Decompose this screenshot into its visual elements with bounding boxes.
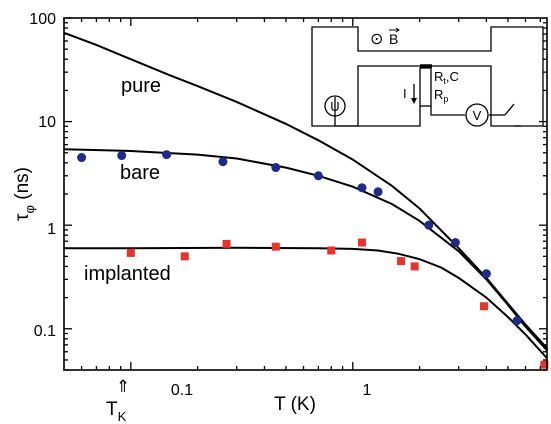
tk-label: TK — [106, 399, 127, 424]
implanted-data-point — [397, 257, 406, 266]
implanted-data-point — [540, 360, 549, 369]
implanted-fit-curve — [64, 246, 548, 359]
pure-label: pure — [121, 75, 161, 97]
implanted-data-point — [126, 248, 135, 257]
svg-text:τφ (ns): τφ (ns) — [12, 167, 37, 221]
wire-left — [334, 97, 421, 127]
x-tick-label: 0.1 — [171, 382, 193, 399]
implanted-data-point — [271, 242, 280, 251]
y-tick-label: 10 — [38, 114, 56, 131]
implanted-data-point — [222, 239, 231, 248]
y-tick-label: 100 — [29, 11, 56, 28]
implanted-data-point — [479, 302, 488, 311]
tk-arrow: ⇑ — [116, 377, 130, 396]
bare-data-point — [77, 153, 87, 163]
bare-data-point — [450, 238, 460, 248]
vector-arrow-head — [395, 27, 400, 33]
bare-data-point — [512, 316, 522, 326]
x-axis-title: T (K) — [274, 394, 316, 415]
fit-curves — [63, 31, 548, 359]
plot-frame — [63, 17, 548, 371]
bare-data-point — [313, 171, 323, 181]
rt-label: Rt,C — [434, 69, 459, 86]
implanted-data-point — [410, 262, 419, 271]
wire-right — [430, 106, 465, 116]
bare-data-point — [424, 220, 434, 230]
axis-ticks — [63, 17, 547, 371]
implanted-data-point — [327, 246, 336, 255]
x-tick-label: 1 — [363, 382, 372, 399]
implanted-data-point — [357, 238, 366, 247]
bare-fit-curve — [63, 148, 548, 351]
bare-data-point — [218, 157, 228, 167]
implanted-data-point — [180, 252, 189, 261]
bare-data-point — [117, 151, 127, 161]
bare-data-point — [271, 163, 281, 173]
switch — [504, 103, 515, 116]
voltage-source-label: U — [330, 99, 339, 114]
y-tick-label: 0.1 — [34, 323, 56, 340]
implanted-label: implanted — [84, 263, 171, 285]
bare-data-point — [357, 183, 367, 193]
resistor-element — [419, 67, 432, 107]
voltmeter-label: V — [473, 108, 482, 123]
current-arrowhead — [411, 98, 417, 104]
y-tick-label: 1 — [47, 221, 56, 238]
data-points — [77, 150, 549, 369]
magnetic-field-symbol: ⊙ — [370, 31, 383, 48]
current-label: I — [403, 86, 407, 101]
bare-data-point — [481, 269, 491, 279]
bare-data-point — [373, 187, 383, 197]
circuit-inset — [311, 26, 544, 127]
voltage-source-circle — [324, 95, 346, 117]
magnetic-field-label: B — [389, 31, 398, 47]
bare-data-point — [162, 150, 172, 160]
bare-label: bare — [120, 162, 160, 184]
rp-label: Rp — [434, 87, 448, 104]
y-axis-title: τφ (ns) — [12, 167, 37, 221]
voltmeter-circle — [465, 103, 489, 127]
